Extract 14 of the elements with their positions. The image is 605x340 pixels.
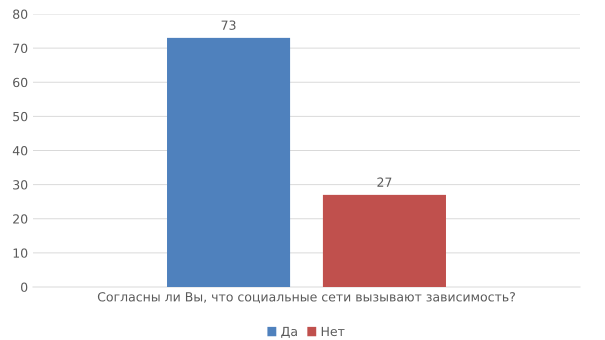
y-tick-label: 10 [14,248,28,258]
data-label: 27 [377,177,392,187]
data-label: 73 [222,20,236,30]
x-tick-label: Согласны ли Вы, что социальные сети вызывают зависимость? [98,292,515,304]
y-tick-label: 60 [13,78,28,88]
y-tick-label: 50 [13,112,28,122]
legend-label: Нет [322,326,345,336]
y-tick-label: 80 [13,9,28,19]
y-tick-label: 70 [13,44,28,54]
legend-label: Да [281,326,297,338]
y-tick-label: 40 [12,146,28,156]
y-tick-label: 0 [21,282,28,292]
y-tick-label: 30 [13,180,28,190]
y-tick-label: 20 [13,214,28,224]
